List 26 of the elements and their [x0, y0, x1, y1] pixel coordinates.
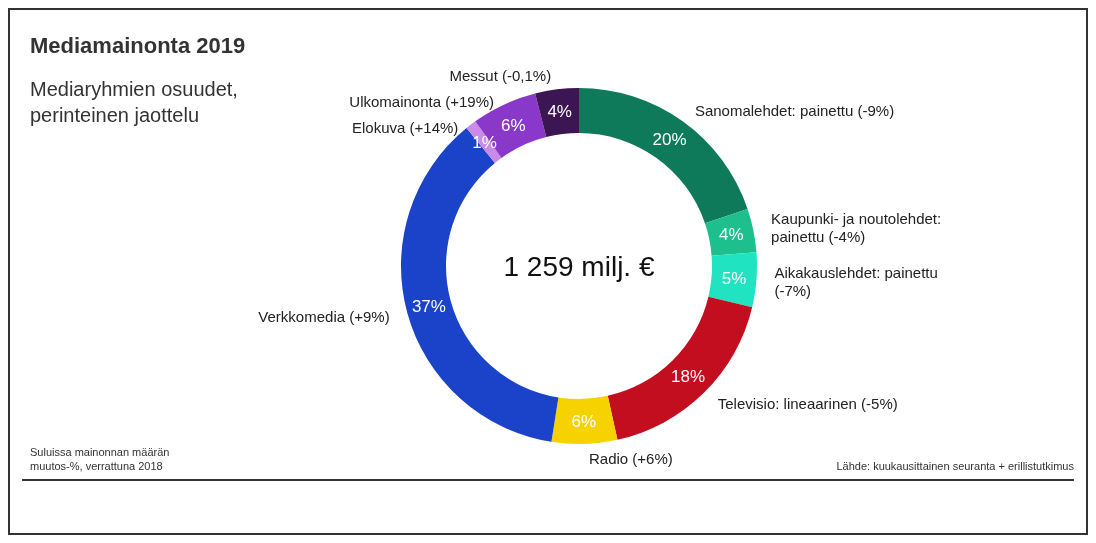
slice-label: Elokuva (+14%) [352, 118, 459, 136]
donut-slice [708, 252, 757, 308]
donut-slice [704, 208, 757, 256]
slice-label: Radio (+6%) [588, 449, 673, 467]
data-label: 6% [501, 115, 526, 135]
text: Mediaryhmien osuudet, perinteinen jaottelu [30, 78, 238, 126]
data-label: 18% [671, 367, 706, 387]
data-label: 4% [719, 225, 744, 245]
data-label: 20% [652, 130, 687, 150]
slice-label: Verkkomedia (+9%) [258, 307, 390, 325]
data-label: 4% [547, 102, 572, 122]
donut-slice [551, 395, 618, 444]
slice-label: Kaupunki- ja noutolehdet: painettu (-4%) [771, 209, 942, 245]
chart-title: Mediamainonta 2019 [30, 33, 246, 58]
slice-label: Televisio: lineaarinen (-5%) [717, 394, 898, 412]
slice-label: Sanomalehdet: painettu (-9%) [694, 101, 895, 119]
data-label: 6% [571, 411, 597, 431]
data-label: 37% [411, 297, 446, 317]
text: Lähde: kuukausittainen seuranta + erillistutkimus [836, 460, 1075, 472]
donut-slice [535, 88, 579, 138]
text: Suluissa mainonnan määrän muutos-%, verrattuna 2018 [30, 446, 170, 472]
slice-label: Aikakauslehdet: painettu (-7%) [774, 263, 938, 299]
text: 1 259 milj. € [503, 250, 655, 282]
slice-label: Messut (-0,1%) [449, 66, 552, 84]
data-label: 5% [721, 268, 747, 288]
slice-label: Ulkomainonta (+19%) [349, 92, 495, 110]
